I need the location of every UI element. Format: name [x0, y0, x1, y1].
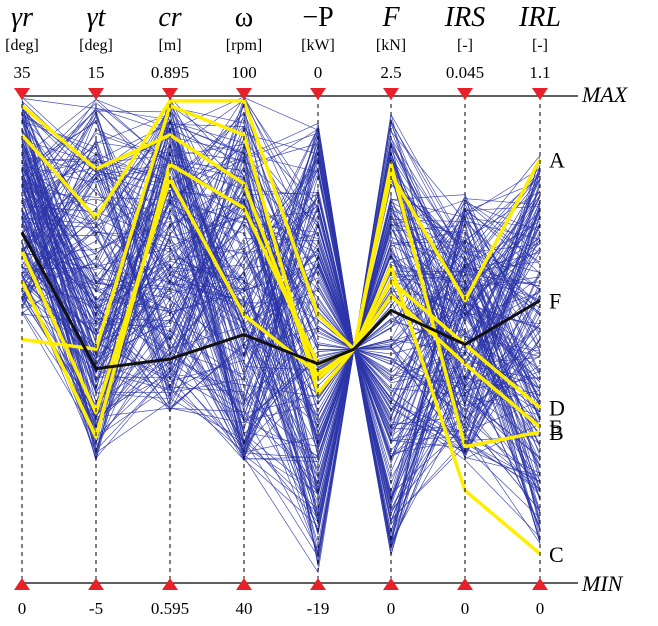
- axis-name: γt: [87, 2, 107, 33]
- axis-unit: [-]: [532, 37, 548, 54]
- background-line: [21, 152, 541, 513]
- axis-max-tick: 2.5: [380, 63, 401, 82]
- axis-min-marker: [88, 578, 104, 590]
- solution-label-A: A: [549, 147, 565, 172]
- background-line: [21, 138, 541, 567]
- axis-max-tick: 0.045: [446, 63, 484, 82]
- axis-max-marker: [457, 88, 473, 100]
- max-bound-label: MAX: [581, 82, 629, 107]
- background-line: [21, 130, 541, 512]
- axis-min-marker: [532, 578, 548, 590]
- background-line: [21, 107, 541, 457]
- axis-min-tick: -19: [307, 599, 330, 618]
- axis-max-tick: 35: [14, 63, 31, 82]
- axis-max-marker: [236, 88, 252, 100]
- axis-name: γr: [11, 2, 33, 33]
- axis-name: F: [381, 2, 400, 33]
- axis-ticks: 35 0 15 -5 0.895 0.595 100 40 0 -19 2.5 0 0.045 0 1.1 0: [14, 63, 551, 618]
- axis-min-marker: [14, 578, 30, 590]
- background-line: [21, 180, 541, 418]
- background-line: [21, 132, 541, 538]
- background-line: [21, 156, 541, 418]
- background-line: [21, 120, 541, 351]
- axis-headers: γr [deg] γt [deg] cr [m] ω [rpm] −P [kW] F [kN] IRS […: [5, 2, 561, 54]
- axis-unit: [kN]: [376, 37, 406, 54]
- background-line: [21, 176, 541, 351]
- background-line: [21, 203, 541, 504]
- axis-max-marker: [532, 88, 548, 100]
- axis-unit: [m]: [158, 37, 181, 54]
- solution-label-D: D: [549, 396, 565, 421]
- background-line: [21, 113, 541, 495]
- axis-name: ω: [235, 2, 253, 33]
- background-line: [21, 107, 541, 522]
- axis-min-marker: [236, 578, 252, 590]
- axis-unit: [kW]: [301, 37, 335, 54]
- axis-name: IRS: [444, 2, 485, 33]
- axis-max-marker: [310, 88, 326, 100]
- background-line: [21, 220, 541, 504]
- axis-min-tick: 0.595: [151, 599, 189, 618]
- background-line: [21, 132, 541, 403]
- background-line: [21, 128, 541, 456]
- solution-line-D: [20, 177, 542, 415]
- axis-min-marker: [457, 578, 473, 590]
- axis-min-tick: 0: [387, 599, 396, 618]
- axis-name: −P: [302, 2, 333, 33]
- background-line: [21, 141, 541, 389]
- background-line: [21, 100, 541, 548]
- axis-max-marker: [162, 88, 178, 100]
- solution-label-F: F: [549, 289, 561, 314]
- axis-max-tick: 15: [88, 63, 105, 82]
- background-line: [21, 113, 541, 528]
- min-bound-label: MIN: [581, 571, 624, 596]
- axis-max-tick: 1.1: [529, 63, 550, 82]
- axis-unit: [deg]: [79, 37, 113, 54]
- axis-unit: [rpm]: [226, 37, 262, 54]
- axes-layer: [21, 96, 541, 583]
- axis-min-marker: [310, 578, 326, 590]
- axis-max-tick: 100: [231, 63, 257, 82]
- solution-labels: A B C DE F: [549, 147, 565, 567]
- background-line: [21, 122, 541, 451]
- axis-min-tick: 0: [461, 599, 470, 618]
- solution-label-C: C: [549, 542, 564, 567]
- solution-label-B: B: [549, 420, 564, 445]
- solution-label-E: E: [549, 415, 562, 440]
- axis-max-marker: [383, 88, 399, 100]
- axis-min-tick: 0: [536, 599, 545, 618]
- axis-name: cr: [158, 2, 181, 33]
- axis-max-tick: 0: [314, 63, 323, 82]
- background-line: [21, 139, 541, 392]
- axis-min-tick: 0: [18, 599, 27, 618]
- axis-min-marker: [383, 578, 399, 590]
- axis-min-tick: 40: [236, 599, 253, 618]
- axis-min-marker: [162, 578, 178, 590]
- background-line: [21, 181, 541, 542]
- background-line: [21, 113, 541, 462]
- axis-unit: [deg]: [5, 37, 39, 54]
- axis-max-marker: [14, 88, 30, 100]
- background-line: [21, 253, 541, 512]
- axis-name: IRL: [518, 2, 561, 33]
- axis-unit: [-]: [457, 37, 473, 54]
- axis-min-tick: -5: [89, 599, 103, 618]
- axis-max-tick: 0.895: [151, 63, 189, 82]
- axis-markers: [14, 88, 548, 590]
- axis-max-marker: [88, 88, 104, 100]
